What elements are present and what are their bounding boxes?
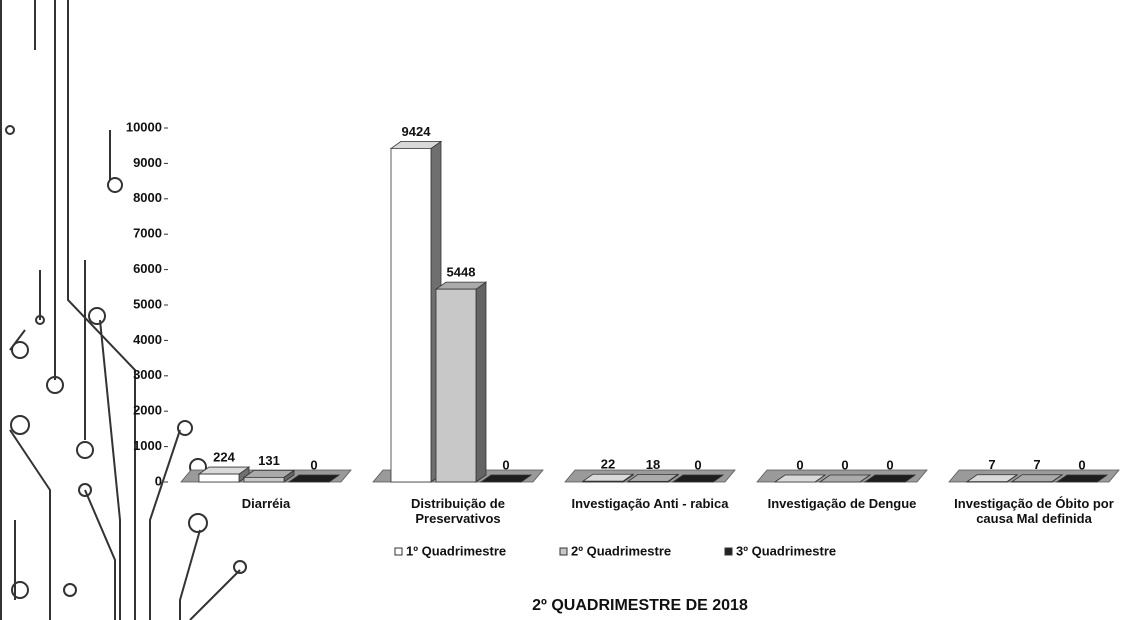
legend-swatch: [725, 548, 732, 555]
legend-swatch: [395, 548, 402, 555]
y-tick-label: 4000: [133, 332, 162, 347]
data-label: 131: [258, 453, 280, 468]
legend-label: 3º Quadrimestre: [736, 543, 836, 558]
chart: 2º QUADRIMESTRE DE 2018 0 1000 2000 3000 400…: [0, 0, 1141, 620]
y-tick-label: 3000: [133, 367, 162, 382]
page: 2º QUADRIMESTRE DE 2018 0 1000 2000 3000 400…: [0, 0, 1141, 620]
data-label: 0: [502, 457, 509, 472]
y-tick-label: 8000: [133, 190, 162, 205]
bar: [391, 148, 431, 482]
y-tick-label: 10000: [126, 119, 162, 134]
x-tick-label: Distribuição de Preservativos: [368, 496, 548, 526]
bar-side: [476, 282, 486, 482]
bar: [244, 477, 284, 482]
data-label: 0: [310, 457, 317, 472]
y-tick-label: 2000: [133, 403, 162, 418]
data-label: 0: [796, 457, 803, 472]
data-label: 0: [886, 457, 893, 472]
data-label: 0: [694, 457, 701, 472]
legend-label: 2º Quadrimestre: [571, 543, 671, 558]
data-label: 18: [646, 457, 660, 472]
x-tick-label: Investigação Anti - rabica: [560, 496, 740, 511]
data-label: 5448: [447, 265, 476, 280]
y-tick-label: 7000: [133, 226, 162, 241]
bar: [583, 481, 623, 482]
data-label: 224: [213, 450, 235, 465]
x-tick-label: Investigação de Dengue: [752, 496, 932, 511]
data-label: 0: [1078, 457, 1085, 472]
bar: [436, 289, 476, 482]
bar: [199, 474, 239, 482]
data-label: 7: [988, 457, 995, 472]
y-tick-label: 9000: [133, 155, 162, 170]
data-label: 7: [1033, 457, 1040, 472]
decoration: [1, 0, 246, 620]
y-tick-label: 5000: [133, 296, 162, 311]
x-tick-label: Investigação de Óbito por causa Mal defi…: [944, 496, 1124, 526]
y-tick-label: 6000: [133, 261, 162, 276]
y-tick-label: 0: [155, 473, 162, 488]
legend-label: 1º Quadrimestre: [406, 543, 506, 558]
data-label: 9424: [402, 124, 432, 139]
data-label: 0: [841, 457, 848, 472]
data-label: 22: [601, 457, 615, 472]
chart-title: 2º QUADRIMESTRE DE 2018: [532, 597, 748, 614]
y-tick-label: 1000: [133, 438, 162, 453]
legend-swatch: [560, 548, 567, 555]
bar: [628, 481, 668, 482]
x-tick-label: Diarréia: [176, 496, 356, 511]
